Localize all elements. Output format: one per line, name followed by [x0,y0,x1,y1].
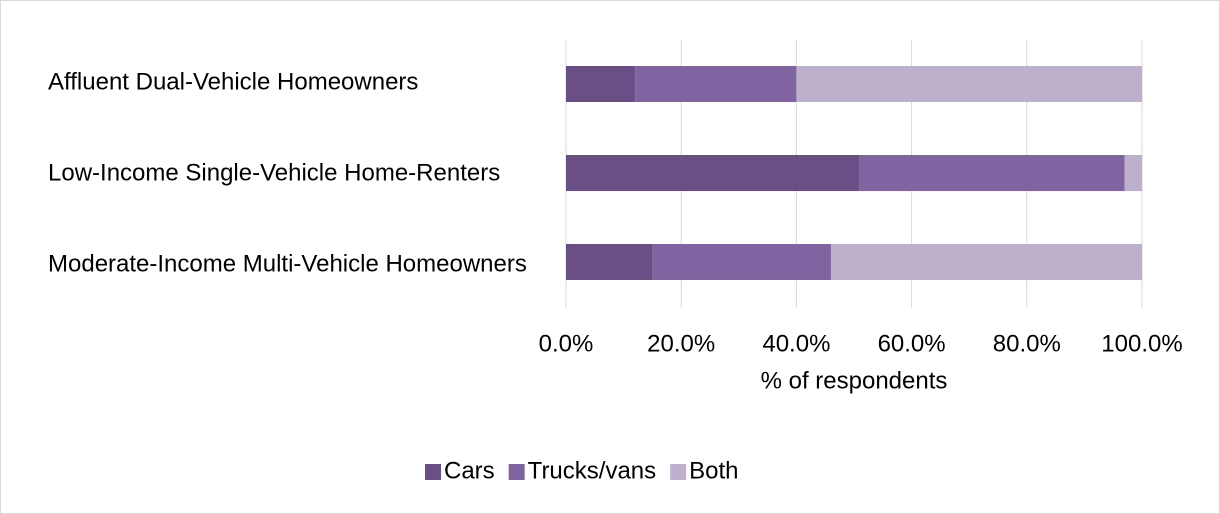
bar-segment [859,155,1125,191]
bar-segment [796,66,1142,102]
bar-segment [830,244,1142,280]
legend-label: Trucks/vans [528,457,656,484]
bar-segment [566,155,860,191]
x-tick-label: 80.0% [993,330,1061,357]
bar-segment [566,66,636,102]
x-tick-label: 60.0% [878,330,946,357]
legend-swatch [670,464,687,480]
legend-label: Cars [444,457,495,484]
x-tick-label: 40.0% [762,330,830,357]
category-label: Low-Income Single-Vehicle Home-Renters [48,159,501,187]
legend-swatch [425,464,441,480]
legend-label: Both [689,457,738,484]
legend-swatch [508,464,525,480]
x-tick-label: 100.0% [1101,330,1182,357]
bar-segment [1124,155,1142,191]
category-label: Moderate-Income Multi-Vehicle Homeowners [48,250,527,278]
bar-segment [566,244,653,280]
bar-segment [635,66,797,102]
x-tick-label: 0.0% [539,330,594,357]
bar-segment [652,244,831,280]
x-axis-title: % of respondents [761,367,948,394]
category-label: Affluent Dual-Vehicle Homeowners [48,68,419,96]
x-tick-label: 20.0% [647,330,715,357]
